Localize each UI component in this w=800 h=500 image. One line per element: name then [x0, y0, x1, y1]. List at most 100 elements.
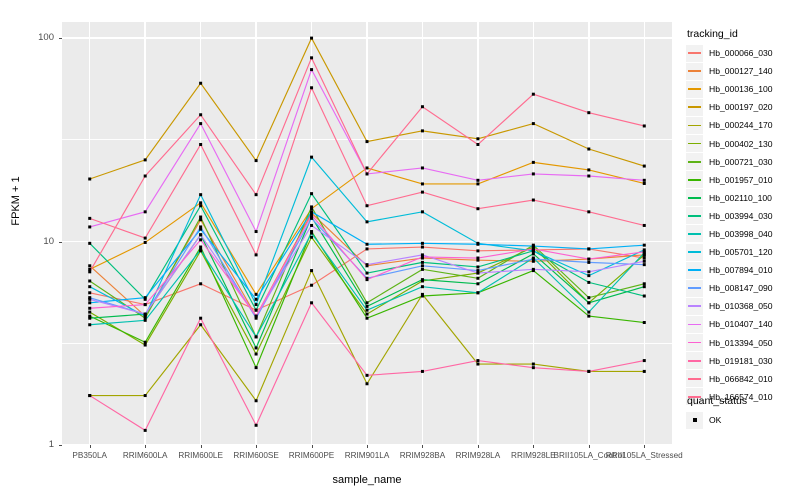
legend-item[interactable]: Hb_003994_030	[686, 207, 800, 225]
data-point	[420, 253, 424, 257]
y-tick-mark	[59, 445, 62, 446]
legend-item[interactable]: Hb_007894_010	[686, 261, 800, 279]
legend-color-swatch-icon	[688, 341, 701, 344]
data-point	[310, 230, 314, 234]
legend-item[interactable]: Hb_019181_030	[686, 352, 800, 370]
gridline-x-major	[366, 22, 368, 445]
legend-color-swatch-icon	[688, 52, 701, 54]
plot-panel	[62, 22, 672, 446]
legend-item[interactable]: Hb_008147_090	[686, 279, 800, 297]
legend-key	[686, 261, 703, 279]
data-point	[476, 271, 480, 275]
data-point	[365, 204, 369, 208]
data-point	[199, 142, 203, 146]
y-tick-label: 1	[48, 439, 54, 450]
data-point	[143, 316, 147, 320]
data-point	[420, 267, 424, 271]
y-tick-mark	[59, 241, 62, 243]
x-tick-mark	[311, 445, 313, 448]
legend-item[interactable]: Hb_005701_120	[686, 243, 800, 261]
legend-item[interactable]: Hb_000066_030	[686, 44, 800, 62]
data-point	[365, 382, 369, 386]
legend-item[interactable]: Hb_003998_040	[686, 225, 800, 243]
legend-item[interactable]: Hb_000402_130	[686, 134, 800, 153]
legend-key	[686, 189, 703, 207]
data-point	[587, 247, 591, 251]
legend-key	[686, 153, 703, 171]
data-point	[365, 247, 369, 251]
legend2-items: OK	[686, 411, 800, 429]
series-line	[89, 36, 645, 180]
data-point	[587, 174, 591, 178]
data-point	[143, 394, 147, 398]
x-tick-label: RRIM928LE	[511, 451, 556, 460]
legend-item[interactable]: Hb_000244_170	[686, 116, 800, 134]
data-point	[365, 304, 369, 308]
data-point	[365, 316, 369, 320]
data-point	[88, 279, 92, 283]
square-point-icon	[692, 418, 697, 423]
data-point	[143, 303, 147, 307]
data-point	[88, 177, 92, 181]
data-point	[310, 223, 314, 227]
legend-tracking-id: tracking_id Hb_000066_030 Hb_000127_140 Hb…	[686, 28, 800, 406]
data-point	[420, 166, 424, 170]
data-point	[254, 346, 258, 350]
gridline-x-major	[255, 22, 257, 445]
legend-item-label: Hb_008147_090	[709, 283, 773, 294]
data-point	[254, 303, 258, 307]
series-line	[89, 269, 645, 402]
data-point	[642, 256, 646, 260]
legend-color-swatch-icon	[688, 305, 701, 308]
data-point	[310, 213, 314, 217]
legend-item[interactable]: Hb_010368_050	[686, 297, 800, 315]
data-point	[476, 359, 480, 363]
data-point	[531, 249, 535, 253]
data-point	[420, 210, 424, 214]
x-tick-label: RRIM600PE	[288, 451, 335, 460]
legend-item-label: Hb_010407_140	[709, 319, 773, 330]
data-point	[531, 366, 535, 370]
data-point	[642, 248, 646, 252]
legend-item[interactable]: Hb_000197_020	[686, 98, 800, 116]
legend-item[interactable]: Hb_000127_140	[686, 62, 800, 80]
data-point	[476, 142, 480, 146]
data-point	[531, 244, 535, 248]
legend-color-swatch-icon	[688, 287, 701, 290]
legend-item[interactable]: Hb_066842_010	[686, 370, 800, 388]
data-point	[531, 198, 535, 202]
series-line	[89, 215, 645, 350]
legend-item[interactable]: Hb_013394_050	[686, 334, 800, 352]
data-point	[642, 223, 646, 227]
legend-item[interactable]: Hb_000136_100	[686, 80, 800, 98]
legend-item[interactable]: Hb_001957_010	[686, 171, 800, 189]
legend2-item[interactable]: OK	[686, 411, 800, 429]
data-point	[143, 158, 147, 162]
data-point	[365, 172, 369, 176]
data-point	[88, 270, 92, 274]
legend-item[interactable]: Hb_010407_140	[686, 315, 800, 333]
x-tick-label: RRIM928BA	[399, 451, 446, 460]
data-point	[587, 280, 591, 284]
data-point	[88, 314, 92, 318]
legend-item[interactable]: Hb_166574_010	[686, 388, 800, 406]
gridline-y-minor	[62, 139, 672, 141]
data-point	[143, 340, 147, 344]
data-point	[143, 428, 147, 432]
data-point	[143, 314, 147, 318]
data-point	[88, 310, 92, 314]
data-point	[420, 129, 424, 133]
data-point	[310, 86, 314, 90]
data-point	[642, 294, 646, 298]
data-point	[365, 263, 369, 267]
legend-item[interactable]: Hb_002110_100	[686, 189, 800, 207]
data-point	[199, 248, 203, 252]
data-point	[476, 276, 480, 280]
data-point	[199, 201, 203, 205]
legend-item-label: Hb_000402_130	[709, 138, 773, 149]
data-point	[420, 190, 424, 194]
data-point	[254, 159, 258, 163]
data-point	[88, 301, 92, 305]
data-point	[420, 294, 424, 298]
legend-item[interactable]: Hb_000721_030	[686, 153, 800, 171]
